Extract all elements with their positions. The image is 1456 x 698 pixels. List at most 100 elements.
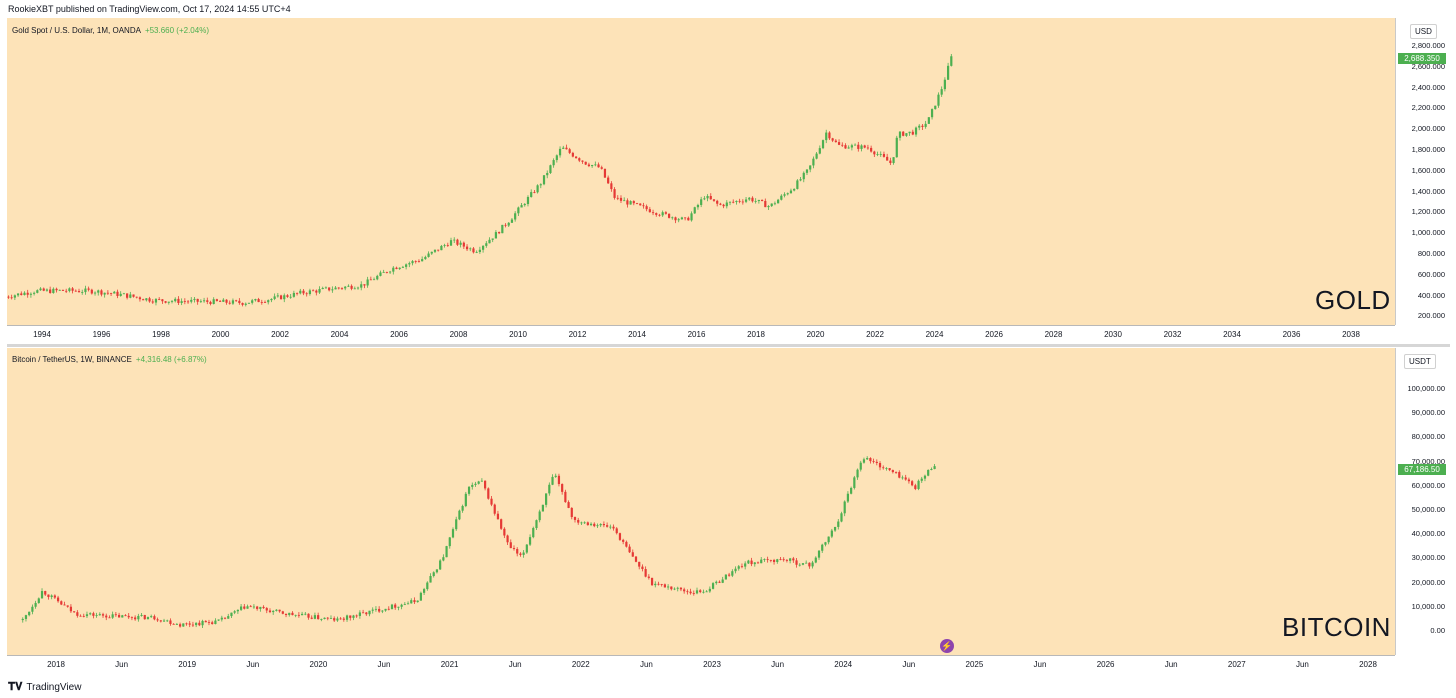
candle <box>182 623 185 627</box>
bitcoin-chart-panel[interactable] <box>7 348 1395 655</box>
gold-time-tick: 2012 <box>568 330 587 339</box>
candle <box>77 288 81 293</box>
candle <box>286 294 289 298</box>
candle <box>840 511 843 523</box>
candle <box>847 145 850 149</box>
gold-chart-panel[interactable] <box>7 18 1395 325</box>
candle <box>24 614 28 622</box>
bitcoin-time-tick: 2027 <box>1227 660 1246 669</box>
candle <box>615 527 618 535</box>
candle <box>635 202 639 205</box>
candle <box>719 202 722 206</box>
candle <box>554 473 557 478</box>
candle <box>763 558 766 562</box>
candle <box>340 287 344 291</box>
gold-time-tick: 2018 <box>747 330 765 339</box>
candle <box>514 211 517 222</box>
gold-time-axis[interactable]: 1994 1996 1998 2000 2002 2004 2006 2008 2010 2012… <box>7 325 1395 345</box>
bitcoin-legend[interactable]: Bitcoin / TetherUS, 1W, BINANCE +4,316.48… <box>12 355 207 364</box>
candle <box>384 608 387 612</box>
candle <box>270 298 273 303</box>
gold-candles[interactable] <box>7 18 1395 325</box>
candle <box>23 291 26 296</box>
pane-separator[interactable] <box>7 344 1450 347</box>
candle <box>308 288 312 296</box>
candle <box>684 217 687 221</box>
candle <box>424 255 427 260</box>
candle <box>638 561 641 570</box>
candle <box>60 600 63 606</box>
candle <box>866 144 870 150</box>
candle <box>480 478 483 482</box>
bitcoin-time-tick: Jun <box>246 660 260 669</box>
candle <box>40 588 44 599</box>
candle <box>267 299 270 305</box>
candle <box>843 500 846 517</box>
candle <box>10 294 13 300</box>
candle <box>202 297 206 303</box>
gold-price-tick: 200.000 <box>1417 311 1445 321</box>
candle <box>130 616 134 621</box>
bitcoin-currency-button[interactable]: USDT <box>1404 354 1436 369</box>
bitcoin-candles[interactable] <box>7 348 1395 655</box>
candle <box>796 179 799 190</box>
gold-price-tick: 400.000 <box>1417 290 1445 300</box>
candle <box>211 620 214 625</box>
candle <box>101 612 105 618</box>
candle <box>400 603 403 610</box>
candle <box>789 557 792 564</box>
candle <box>56 595 60 603</box>
bitcoin-price-axis[interactable]: USDT 100,000.00 90,000.00 80,000.00 70,000.… <box>1395 348 1451 655</box>
candle <box>709 193 712 200</box>
candle <box>673 587 676 591</box>
candle <box>105 613 108 621</box>
candle <box>295 292 299 296</box>
candle <box>651 209 655 216</box>
candle <box>728 572 731 577</box>
candle <box>135 296 138 299</box>
candle <box>869 457 872 464</box>
candle <box>517 206 520 216</box>
candle <box>337 287 340 290</box>
gold-price-axis[interactable]: USD 2,800.000 2,600.000 2,400.000 2,200.000… <box>1395 18 1451 325</box>
candle <box>339 617 342 620</box>
candle <box>426 581 429 591</box>
bitcoin-time-tick: 2025 <box>965 660 984 669</box>
candle <box>475 250 478 254</box>
candle <box>695 587 699 595</box>
candle <box>780 194 783 201</box>
candle <box>824 541 827 547</box>
candle <box>863 144 866 149</box>
candle <box>294 614 297 618</box>
lightning-icon[interactable]: ⚡ <box>940 639 954 653</box>
candle <box>106 290 109 295</box>
candle <box>846 491 850 503</box>
candle <box>732 199 735 204</box>
candle <box>464 491 467 508</box>
candle <box>288 612 291 617</box>
candle <box>156 617 159 622</box>
candle <box>703 196 706 201</box>
candle <box>382 269 385 273</box>
candle <box>650 577 654 586</box>
gold-currency-button[interactable]: USD <box>1410 24 1437 39</box>
candle <box>593 522 596 528</box>
gold-price-tick: 800.000 <box>1417 249 1445 258</box>
candle <box>167 301 170 305</box>
candle <box>510 218 514 223</box>
tradingview-footer[interactable]: 𝐓𝐕 TradingView <box>8 681 81 694</box>
publish-header: RookieXBT published on TradingView.com, … <box>8 4 291 14</box>
candle <box>300 611 304 616</box>
candle <box>692 590 695 596</box>
candle <box>667 213 671 219</box>
candle <box>677 218 680 223</box>
candle <box>207 619 211 626</box>
candle <box>834 139 837 143</box>
candle <box>825 129 828 144</box>
gold-legend[interactable]: Gold Spot / U.S. Dollar, 1M, OANDA +53.66… <box>12 26 209 35</box>
candle <box>28 611 31 617</box>
bitcoin-time-axis[interactable]: 2018 Jun 2019 Jun 2020 Jun 2021 Jun 2022 Jun 2023 J… <box>7 655 1395 675</box>
bitcoin-time-tick: 2024 <box>834 660 853 669</box>
candle <box>844 143 847 149</box>
candle <box>885 467 888 471</box>
